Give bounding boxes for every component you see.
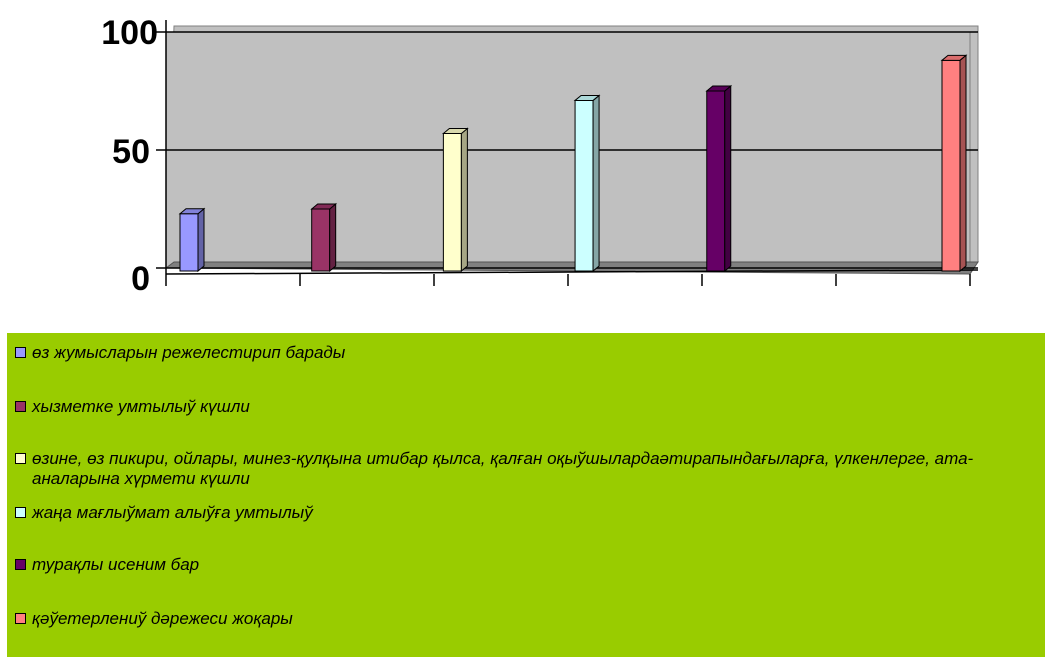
legend-swatch xyxy=(15,559,26,570)
legend-item: жаңа мағлыўмат алыўға умтылыў xyxy=(15,503,1042,523)
legend-label: хызметке умтылыў күшли xyxy=(32,397,250,416)
bar-1 xyxy=(179,213,199,272)
bar-side-2 xyxy=(329,202,337,273)
legend-swatch xyxy=(15,401,26,412)
bar-2 xyxy=(311,208,331,272)
bar-4 xyxy=(574,99,594,272)
bar-top-5 xyxy=(705,85,733,92)
legend-label: қәўетерлениў дәрежеси жоқары xyxy=(32,609,293,628)
legend: өз жумысларын режелестирип барады хызмет… xyxy=(7,333,1045,657)
bar-top-4 xyxy=(573,94,601,101)
bar-top-3 xyxy=(441,127,469,134)
legend-item: өз жумысларын режелестирип барады xyxy=(15,343,1042,363)
legend-swatch xyxy=(15,453,26,464)
bar-side-5 xyxy=(724,84,732,273)
bar-side-3 xyxy=(460,127,468,273)
bar-top-1 xyxy=(178,208,206,215)
legend-item: өзине, өз пикири, ойлары, минез-қулқына … xyxy=(15,449,1042,489)
plot-area xyxy=(156,20,979,286)
legend-item: турақлы исеним бар xyxy=(15,555,1042,575)
bar-6 xyxy=(941,59,961,272)
legend-swatch xyxy=(15,613,26,624)
legend-swatch xyxy=(15,507,26,518)
legend-label: турақлы исеним бар xyxy=(32,555,200,574)
chart-area: 0 50 100 xyxy=(0,0,1048,300)
bar-3 xyxy=(442,132,462,272)
legend-item: қәўетерлениў дәрежеси жоқары xyxy=(15,609,1042,629)
bar-side-6 xyxy=(959,54,967,273)
legend-label: өз жумысларын режелестирип барады xyxy=(32,343,346,362)
legend-label: өзине, өз пикири, ойлары, минез-қулқына … xyxy=(32,449,974,488)
y-tick-label: 50 xyxy=(112,133,150,171)
bar-top-6 xyxy=(940,54,968,61)
bar-top-2 xyxy=(310,203,338,210)
bars xyxy=(178,54,968,273)
legend-item: хызметке умтылыў күшли xyxy=(15,397,1042,417)
legend-swatch xyxy=(15,347,26,358)
bar-5 xyxy=(706,90,726,272)
y-tick-label: 100 xyxy=(101,14,158,52)
bar-chart: 0 50 100 xyxy=(101,14,979,298)
bar-side-1 xyxy=(197,207,205,273)
x-axis-line xyxy=(165,269,979,275)
y-tick-label: 0 xyxy=(131,260,150,298)
bar-side-4 xyxy=(592,94,600,273)
legend-label: жаңа мағлыўмат алыўға умтылыў xyxy=(32,503,313,522)
y-axis: 0 50 100 xyxy=(101,14,158,298)
